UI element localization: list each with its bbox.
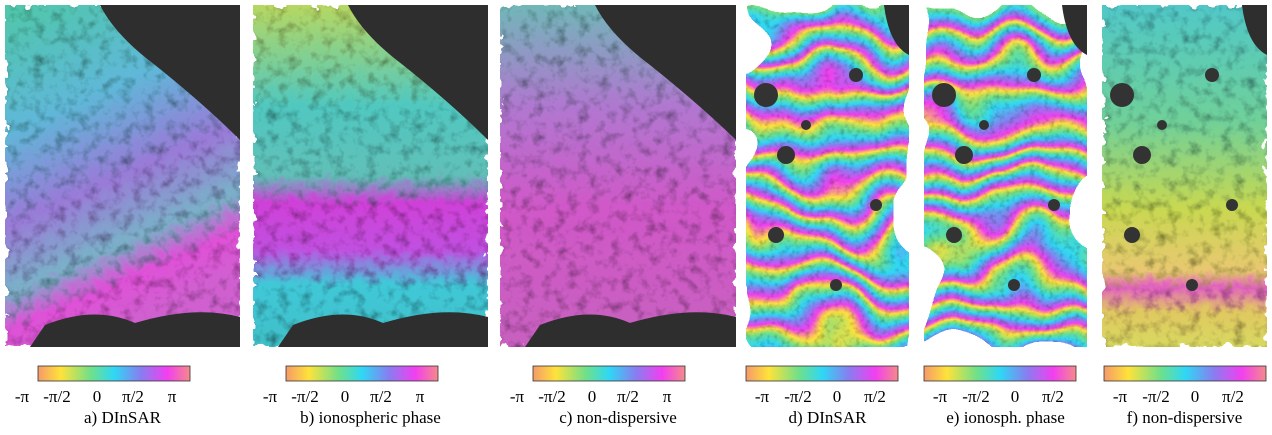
colorbar-label: 0 xyxy=(1011,387,1020,406)
colorbar-label: π/2 xyxy=(1222,387,1244,406)
colorbar-label: π/2 xyxy=(370,387,392,406)
lake xyxy=(1133,146,1151,164)
colorbar xyxy=(746,366,898,381)
phase-field xyxy=(924,5,1087,347)
colorbar-label: π/2 xyxy=(617,387,639,406)
lake xyxy=(801,120,811,130)
colorbar-label: -π/2 xyxy=(962,387,989,406)
colorbar-label: 0 xyxy=(341,387,350,406)
lake xyxy=(955,146,973,164)
interferogram-image xyxy=(5,5,240,347)
phase-field xyxy=(1102,5,1267,347)
panel: -π -π/2 0 π/2 d) DInSAR xyxy=(746,5,909,427)
interferogram-image xyxy=(500,5,736,347)
colorbar-label: 0 xyxy=(93,387,102,406)
figure: -π -π/2 0 π/2 π a) DInSAR -π -π/2 0 π/2 π b) ionosp… xyxy=(0,0,1272,435)
colorbar-label: -π/2 xyxy=(291,387,318,406)
colorbar-label: -π xyxy=(755,387,770,406)
colorbar-label: π xyxy=(416,387,425,406)
lake xyxy=(1124,227,1140,243)
panel: -π -π/2 0 π/2 π b) ionospheric phase xyxy=(253,5,488,427)
colorbar-label: π xyxy=(663,387,672,406)
colorbar-label: π/2 xyxy=(864,387,886,406)
interferogram-image xyxy=(746,5,909,347)
colorbar-label: 0 xyxy=(833,387,842,406)
interferogram-image xyxy=(924,5,1087,347)
lake xyxy=(1008,279,1020,291)
colorbar-label: π xyxy=(168,387,177,406)
panel: -π -π/2 0 π/2 π c) non-dispersive xyxy=(500,5,736,427)
caption: e) ionosph. phase xyxy=(946,408,1065,427)
caption: a) DInSAR xyxy=(84,408,162,427)
lake xyxy=(1205,68,1219,82)
colorbar-label: -π/2 xyxy=(1142,387,1169,406)
lake xyxy=(1048,199,1060,211)
colorbar-label: -π/2 xyxy=(43,387,70,406)
panel: -π -π/2 0 π/2 π a) DInSAR xyxy=(5,5,240,427)
lake xyxy=(1110,83,1134,107)
caption: d) DInSAR xyxy=(789,408,868,427)
colorbar-label: -π/2 xyxy=(784,387,811,406)
lake xyxy=(768,227,784,243)
caption: f) non-dispersive xyxy=(1127,408,1243,427)
colorbar xyxy=(533,366,685,381)
lake xyxy=(849,68,863,82)
colorbar-label: π/2 xyxy=(122,387,144,406)
panel: -π -π/2 0 π/2 e) ionosph. phase xyxy=(924,5,1087,427)
colorbar xyxy=(38,366,190,381)
caption: b) ionospheric phase xyxy=(300,408,441,427)
panel: -π -π/2 0 π/2 f) non-dispersive xyxy=(1102,5,1267,427)
colorbar xyxy=(286,366,438,381)
colorbar-label: -π/2 xyxy=(538,387,565,406)
colorbar xyxy=(1104,366,1266,381)
colorbar-label: π/2 xyxy=(1042,387,1064,406)
lake xyxy=(870,199,882,211)
lake xyxy=(946,227,962,243)
interferogram-image xyxy=(253,5,488,347)
lake xyxy=(1027,68,1041,82)
lake xyxy=(932,83,956,107)
lake xyxy=(754,83,778,107)
colorbar xyxy=(924,366,1076,381)
colorbar-label: 0 xyxy=(1191,387,1200,406)
colorbar-label: -π xyxy=(15,387,30,406)
colorbar-label: -π xyxy=(263,387,278,406)
lake xyxy=(830,279,842,291)
colorbar-label: -π xyxy=(1113,387,1128,406)
colorbar-label: -π xyxy=(933,387,948,406)
colorbar-label: 0 xyxy=(588,387,597,406)
caption: c) non-dispersive xyxy=(559,408,677,427)
colorbar-label: -π xyxy=(510,387,525,406)
lake xyxy=(979,120,989,130)
lake xyxy=(1186,279,1198,291)
phase-field xyxy=(746,5,909,347)
lake xyxy=(777,146,795,164)
lake xyxy=(1157,120,1167,130)
lake xyxy=(1226,199,1238,211)
interferogram-image xyxy=(1102,5,1267,347)
